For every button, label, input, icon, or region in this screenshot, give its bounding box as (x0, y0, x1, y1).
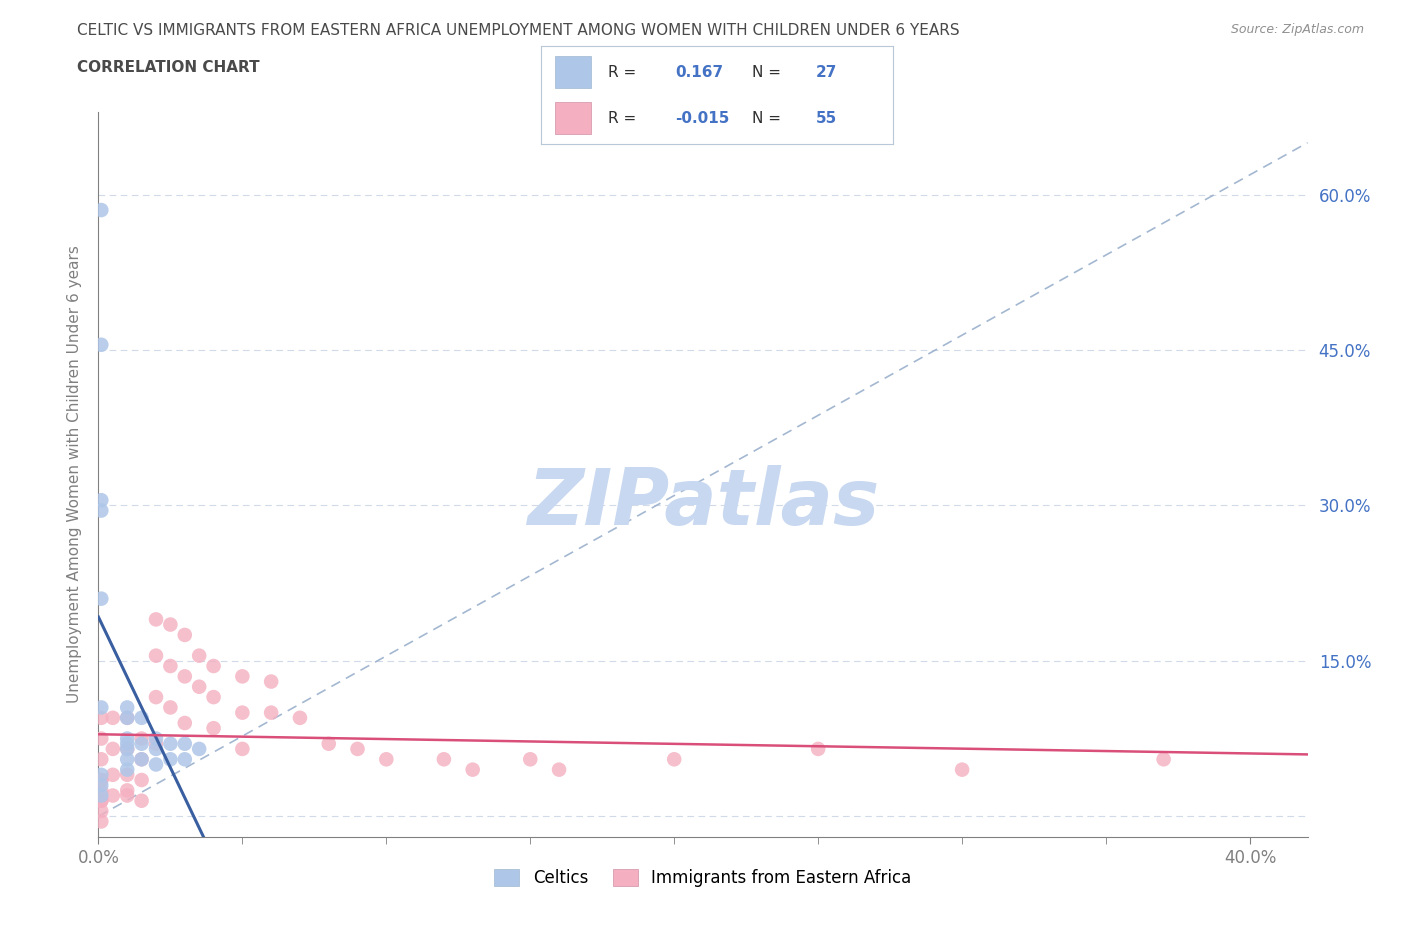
Point (90, 793, 112, 808)
Point (101, 767, 124, 782)
Point (145, 741, 167, 756)
Point (90, 711, 112, 725)
Point (173, 737, 195, 751)
Point (90, 804, 112, 818)
Point (90, 203, 112, 218)
Point (90, 591, 112, 606)
Point (202, 721, 225, 736)
Point (519, 751, 541, 766)
Point (173, 628, 195, 643)
Point (131, 731, 153, 746)
Point (231, 669, 253, 684)
Point (131, 793, 153, 808)
Point (461, 763, 484, 777)
Point (807, 741, 830, 756)
Point (115, 731, 138, 746)
Text: N =: N = (752, 65, 786, 80)
Point (90, 777, 112, 792)
Point (90, 731, 112, 746)
Point (1153, 751, 1175, 766)
Point (231, 705, 253, 720)
Point (115, 741, 138, 756)
FancyBboxPatch shape (555, 56, 591, 88)
Point (159, 751, 181, 766)
Point (90, 767, 112, 782)
Point (131, 737, 153, 751)
Point (950, 763, 973, 777)
Point (188, 679, 211, 694)
Text: CELTIC VS IMMIGRANTS FROM EASTERN AFRICA UNEMPLOYMENT AMONG WOMEN WITH CHILDREN : CELTIC VS IMMIGRANTS FROM EASTERN AFRICA… (77, 23, 960, 38)
Point (90, 751, 112, 766)
Point (260, 705, 283, 720)
Text: -0.015: -0.015 (675, 111, 730, 126)
Point (90, 493, 112, 508)
Text: N =: N = (752, 111, 786, 126)
Point (90, 788, 112, 803)
Point (145, 737, 167, 751)
Point (115, 711, 138, 725)
Point (202, 690, 225, 705)
Point (145, 731, 167, 746)
Point (375, 751, 398, 766)
Point (115, 763, 138, 777)
Point (159, 737, 181, 751)
Text: 55: 55 (815, 111, 837, 126)
Point (90, 773, 112, 788)
Point (131, 751, 153, 766)
Point (115, 788, 138, 803)
Point (115, 700, 138, 715)
Point (346, 741, 368, 756)
Point (90, 700, 112, 715)
Text: 27: 27 (815, 65, 837, 80)
Point (145, 757, 167, 772)
FancyBboxPatch shape (555, 102, 591, 135)
Text: R =: R = (609, 65, 641, 80)
Point (90, 793, 112, 808)
Point (115, 737, 138, 751)
Point (288, 711, 311, 725)
Text: ZIPatlas: ZIPatlas (527, 465, 879, 541)
Legend: Celtics, Immigrants from Eastern Africa: Celtics, Immigrants from Eastern Africa (488, 862, 918, 894)
Text: Source: ZipAtlas.com: Source: ZipAtlas.com (1230, 23, 1364, 36)
Point (90, 814, 112, 829)
Point (101, 788, 124, 803)
Point (115, 767, 138, 782)
Point (131, 773, 153, 788)
Point (90, 773, 112, 788)
Point (664, 751, 686, 766)
Text: 0.167: 0.167 (675, 65, 723, 80)
Point (115, 711, 138, 725)
Point (101, 711, 124, 725)
Point (90, 338, 112, 352)
Point (101, 741, 124, 756)
Point (145, 612, 167, 627)
Point (173, 715, 195, 730)
Point (318, 737, 340, 751)
Point (145, 690, 167, 705)
Point (202, 658, 225, 673)
Point (173, 751, 195, 766)
Point (159, 618, 181, 632)
Point (145, 648, 167, 663)
Point (90, 783, 112, 798)
Text: CORRELATION CHART: CORRELATION CHART (77, 60, 260, 75)
Point (115, 783, 138, 798)
Point (188, 741, 211, 756)
Point (159, 658, 181, 673)
Point (188, 648, 211, 663)
Point (159, 700, 181, 715)
Y-axis label: Unemployment Among Women with Children Under 6 years: Unemployment Among Women with Children U… (66, 246, 82, 703)
Point (260, 674, 283, 689)
Point (173, 669, 195, 684)
Text: R =: R = (609, 111, 641, 126)
Point (115, 741, 138, 756)
Point (548, 763, 571, 777)
Point (115, 751, 138, 766)
Point (433, 751, 456, 766)
Point (131, 711, 153, 725)
Point (131, 751, 153, 766)
Point (90, 503, 112, 518)
Point (231, 741, 253, 756)
